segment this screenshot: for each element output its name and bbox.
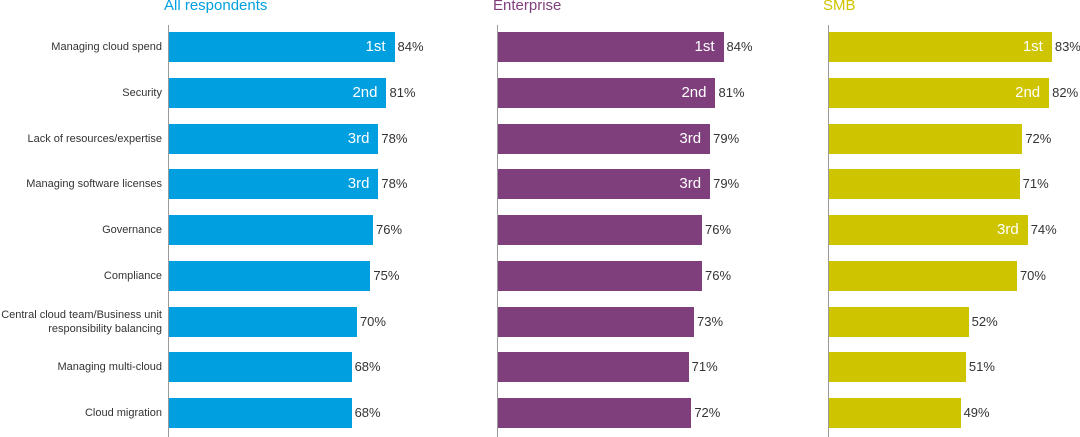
rank-label: 1st [694, 38, 715, 55]
bar-all-respondents: 1st [169, 32, 395, 62]
value-label: 79% [713, 176, 740, 192]
category-label-line: Managing cloud spend [51, 41, 162, 53]
rank-label: 2nd [1015, 83, 1041, 101]
value-label: 76% [705, 267, 732, 283]
rank-label: 2nd [681, 83, 707, 101]
value-label: 71% [691, 359, 718, 375]
bar-smb: 3rd [829, 215, 1028, 245]
panel-title-smb: SMB [823, 0, 856, 14]
value-label: 70% [1019, 267, 1046, 283]
axis-line-all-respondents [168, 25, 169, 437]
axis-line-smb [828, 25, 829, 437]
bar-enterprise: 3rd [498, 123, 711, 154]
value-label: 71% [1022, 176, 1049, 192]
value-label: 84% [397, 39, 424, 54]
bar-enterprise: 2nd [498, 77, 716, 108]
value-label: 78% [381, 130, 408, 146]
bar-smb: 2nd [829, 77, 1050, 108]
category-label-line: Cloud migration [84, 407, 162, 419]
value-label: 68% [354, 405, 381, 420]
rank-label: 1st [1022, 38, 1043, 55]
rank-label: 1st [365, 38, 386, 55]
bar-smb [829, 306, 969, 337]
value-label: 73% [697, 313, 724, 329]
bar-enterprise [498, 306, 694, 337]
value-label: 72% [694, 405, 721, 420]
bar-smb [829, 169, 1020, 200]
value-label: 84% [726, 39, 753, 54]
bar-all-respondents: 3rd [169, 169, 379, 200]
bar-smb [829, 352, 966, 383]
value-label: 81% [389, 84, 416, 100]
bar-enterprise: 3rd [498, 169, 711, 200]
bar-smb: 1st [829, 32, 1052, 62]
category-label-line: Managing multi-cloud [57, 361, 162, 374]
value-label: 70% [359, 313, 386, 329]
rank-label: 3rd [679, 129, 702, 147]
value-label: 79% [713, 130, 740, 146]
category-label-line: Governance [102, 224, 162, 236]
bar-smb [829, 260, 1017, 291]
value-label: 76% [705, 222, 732, 237]
category-label-line: responsibility balancing [48, 322, 162, 335]
bar-all-respondents [169, 215, 374, 245]
category-label: Lack of resources/expertise [0, 132, 162, 146]
value-label: 49% [963, 405, 990, 420]
bar-enterprise [498, 398, 692, 428]
value-label: 72% [1025, 130, 1052, 146]
category-label: Managing multi-cloud [0, 360, 162, 374]
panel-title-all-respondents: All respondents [164, 0, 268, 14]
value-label: 75% [373, 267, 400, 283]
bar-all-respondents [169, 352, 352, 383]
category-label-line: Central cloud team/Business unit [1, 308, 162, 321]
category-label: Cloud migration [0, 406, 162, 420]
bar-enterprise: 1st [498, 32, 724, 62]
rank-label: 3rd [347, 129, 370, 147]
value-label: 52% [971, 313, 998, 329]
value-label: 83% [1054, 39, 1080, 54]
category-label-line: Lack of resources/expertise [27, 132, 162, 145]
value-label: 51% [968, 359, 995, 375]
bar-enterprise [498, 215, 703, 245]
value-label: 68% [354, 359, 381, 375]
bar-all-respondents [169, 398, 352, 428]
bar-enterprise [498, 352, 689, 383]
rank-label: 3rd [997, 221, 1019, 238]
value-label: 81% [718, 84, 745, 100]
value-label: 74% [1030, 222, 1057, 237]
category-label-line: Compliance [103, 269, 162, 282]
bar-all-respondents: 2nd [169, 77, 387, 108]
category-label: Central cloud team/Business unit responsi… [0, 308, 162, 336]
category-label-line: Managing software licenses [26, 178, 162, 191]
category-label: Managing cloud spend [0, 40, 162, 54]
category-label-line: Security [122, 86, 162, 99]
rank-label: 3rd [679, 175, 702, 193]
rank-label: 3rd [347, 175, 370, 193]
category-label: Governance [0, 223, 162, 237]
bar-smb [829, 398, 961, 428]
category-label: Security [0, 86, 162, 100]
panel-title-enterprise: Enterprise [493, 0, 562, 14]
rank-label: 2nd [352, 83, 378, 101]
bar-enterprise [498, 260, 703, 291]
bar-all-respondents [169, 260, 371, 291]
value-label: 78% [381, 176, 408, 192]
bar-all-respondents [169, 306, 357, 337]
category-label: Managing software licenses [0, 177, 162, 191]
category-label: Compliance [0, 269, 162, 283]
bar-all-respondents: 3rd [169, 123, 379, 154]
value-label: 82% [1052, 84, 1079, 100]
bar-smb [829, 123, 1023, 154]
value-label: 76% [376, 222, 403, 237]
axis-line-enterprise [497, 25, 498, 437]
